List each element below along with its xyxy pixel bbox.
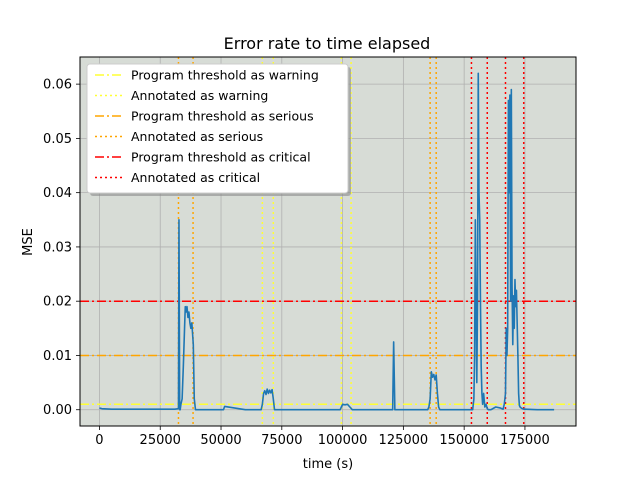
- legend-label: Annotated as warning: [131, 88, 268, 103]
- threshold-lines: [80, 300, 576, 406]
- x-tick-label: 150000: [439, 433, 489, 448]
- series: [99, 72, 555, 411]
- x-tick-label: 25000: [140, 433, 181, 448]
- y-axis-label: MSE: [21, 228, 36, 256]
- plot-frame: [79, 56, 577, 427]
- x-tick-label: 75000: [261, 433, 302, 448]
- x-tick-label: 100000: [318, 433, 368, 448]
- x-axis: 0 25000 50000 75000 100000 125000 150000 175000: [95, 426, 550, 448]
- chart-title: Error rate to time elapsed: [224, 34, 431, 53]
- legend-label: Program threshold as warning: [131, 68, 319, 83]
- mse-series-line: [99, 72, 555, 411]
- y-tick-label: 0.06: [43, 78, 72, 93]
- y-tick-label: 0.02: [43, 295, 72, 310]
- y-tick-label: 0.01: [43, 349, 72, 364]
- legend-label: Program threshold as serious: [131, 109, 314, 124]
- y-tick-label: 0.03: [43, 240, 72, 255]
- y-tick-label: 0.04: [43, 186, 72, 201]
- legend: Program threshold as warning Annotated as…: [86, 63, 351, 196]
- legend-label: Program threshold as critical: [131, 150, 311, 165]
- y-tick-label: 0.00: [43, 403, 72, 418]
- x-tick-label: 125000: [379, 433, 429, 448]
- y-axis: 0.00 0.01 0.02 0.03 0.04 0.05 0.06: [43, 78, 80, 418]
- legend-label: Annotated as critical: [131, 170, 260, 185]
- x-tick-label: 0: [95, 433, 103, 448]
- y-tick-label: 0.05: [43, 132, 72, 147]
- x-axis-label: time (s): [303, 457, 353, 472]
- x-tick-label: 175000: [500, 433, 550, 448]
- legend-label: Annotated as serious: [131, 129, 263, 144]
- x-tick-label: 50000: [200, 433, 241, 448]
- legend-box: [86, 63, 349, 194]
